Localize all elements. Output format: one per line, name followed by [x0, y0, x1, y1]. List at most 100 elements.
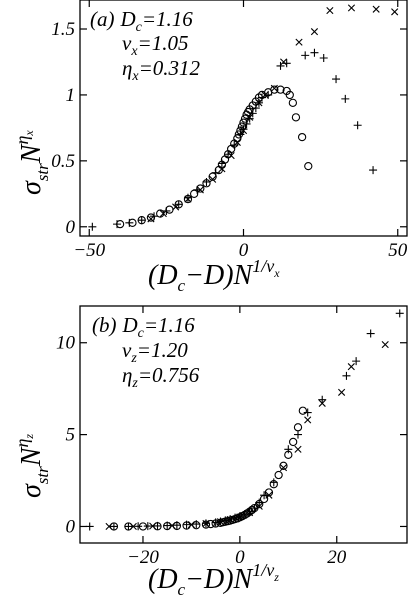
panel-a-marker-plus	[332, 75, 341, 84]
panel-b-marker-circle	[109, 522, 119, 531]
panel-a-marker-circle	[236, 126, 245, 135]
panel-b-y-tick-label: 10	[56, 333, 76, 354]
panel-b-marker-cross	[279, 464, 288, 472]
panel-a-x-tick-label: −50	[73, 240, 105, 261]
panel-a-y-tick-label: 0	[66, 217, 76, 238]
panel-b-marker-circle	[172, 521, 182, 531]
panel-b-marker-cross	[265, 491, 273, 499]
panel-b-marker-circle	[289, 437, 298, 447]
panel-b-marker-cross	[318, 399, 326, 407]
panel-b-marker-cross	[294, 445, 302, 453]
panel-b-marker-circle	[250, 503, 259, 513]
panel-a-marker-circle	[234, 130, 244, 139]
panel-b-marker-circle	[182, 521, 191, 530]
panel-a-marker-cross	[310, 28, 319, 36]
panel-a-annotation-dc: (a) Dc=1.16	[90, 7, 193, 35]
panel-b-marker-plus	[318, 395, 327, 404]
panel-b-marker-circle	[153, 522, 162, 531]
panel-b-marker-plus	[134, 522, 143, 531]
panel-b-marker-circle	[255, 499, 264, 509]
panel-b-annotation-eta: ηz=0.756	[122, 363, 200, 391]
panel-b-markers	[85, 309, 404, 531]
panel-b-x-tick-label: 20	[327, 547, 347, 568]
panel-b-ticks: −20 0 20 0 5 10	[56, 306, 407, 568]
panel-a-marker-circle	[291, 113, 301, 122]
panel-a-marker-cross	[391, 8, 399, 16]
panel-a-marker-plus	[310, 48, 319, 57]
panel-b-marker-circle	[124, 522, 133, 531]
panel-a-marker-cross	[347, 4, 356, 12]
panel-a-marker-circle	[189, 189, 199, 198]
panel-b-marker-cross	[255, 502, 263, 510]
panel-b-marker-plus	[366, 329, 375, 338]
panel-b-marker-plus	[352, 357, 361, 366]
panel-a-marker-circle	[128, 218, 137, 227]
panel-a-marker-circle	[208, 172, 217, 181]
panel-b-marker-plus	[395, 309, 404, 318]
panel-b-marker-plus	[284, 445, 293, 454]
panel-a-marker-circle	[196, 184, 205, 193]
panel-a-marker-plus	[276, 61, 285, 70]
panel-a-marker-plus	[319, 54, 328, 63]
panel-a-marker-circle	[174, 200, 183, 209]
panel-a-marker-circle	[285, 90, 294, 100]
panel-b-frame	[79, 305, 408, 544]
panel-b: −20 0 20 0 5 10 (b) Dc=1.16 νz=1.20 ηz=0.756 σ…	[12, 305, 408, 596]
panel-a-marker-plus	[301, 51, 310, 60]
panel-a-x-axis-label: (Dc−D)N1/νx	[148, 256, 280, 295]
panel-a-marker-plus	[282, 59, 291, 68]
panel-a-y-tick-label: 1	[66, 85, 76, 106]
panel-b-marker-circle	[163, 521, 172, 531]
panel-a-y-axis-label: σstrNηx	[12, 130, 52, 195]
panel-a-marker-circle	[233, 134, 242, 143]
panel-b-marker-plus	[143, 522, 152, 531]
panel-a-marker-circle	[276, 85, 285, 94]
panel-a-marker-plus	[341, 94, 350, 103]
panel-b-marker-circle	[293, 423, 303, 432]
panel-b-marker-circle	[264, 488, 274, 497]
panel-b-marker-circle	[259, 494, 269, 504]
panel-a-marker-cross	[209, 175, 217, 183]
panel-a-marker-circle	[156, 209, 165, 218]
panel-b-marker-circle	[274, 470, 283, 480]
panel-b-marker-circle	[192, 521, 201, 530]
panel-b-y-axis-label: σstrNηz	[12, 434, 52, 498]
panel-a-x-tick-label: 0	[239, 240, 249, 261]
panel-a-marker-cross	[295, 38, 303, 46]
panel-b-x-tick-label: 0	[235, 547, 245, 568]
panel-b-y-tick-label: 5	[66, 425, 76, 446]
panel-a-marker-plus	[353, 121, 362, 130]
panel-b-marker-plus	[109, 522, 118, 531]
panel-b-marker-plus	[303, 408, 312, 417]
panel-b-marker-circle	[284, 450, 293, 459]
panel-b-marker-plus	[85, 522, 94, 531]
panel-b-marker-circle	[298, 406, 307, 415]
panel-a-marker-cross	[184, 195, 192, 203]
panel-b-marker-cross	[347, 363, 355, 371]
panel-a-x-tick-label: 50	[388, 240, 408, 261]
panel-b-marker-cross	[381, 340, 389, 349]
panel-a-marker-circle	[115, 219, 125, 229]
panel-a-marker-cross	[372, 5, 380, 13]
panel-a-marker-circle	[270, 85, 279, 94]
panel-b-x-axis-label: (Dc−D)N1/νz	[148, 560, 279, 596]
panel-a-markers	[88, 4, 399, 231]
panel-a-marker-circle	[297, 132, 307, 142]
panel-a-annotation-nu: νx=1.05	[122, 31, 188, 59]
panel-a-marker-cross	[280, 58, 288, 66]
panel-b-marker-circle	[206, 519, 215, 529]
panel-a-marker-plus	[88, 222, 97, 231]
panel-b-y-tick-label: 0	[66, 516, 76, 537]
panel-a-y-tick-label: 0.5	[51, 151, 75, 172]
panel-a-marker-cross	[326, 6, 334, 15]
panel-a-marker-plus	[137, 216, 146, 225]
panel-b-marker-circle	[138, 522, 148, 531]
panel-a-marker-circle	[183, 194, 193, 204]
panel-a-marker-circle	[304, 161, 313, 171]
panel-a-marker-plus	[369, 166, 378, 175]
panel-b-marker-plus	[124, 522, 133, 531]
panel-a-marker-circle	[146, 213, 156, 222]
